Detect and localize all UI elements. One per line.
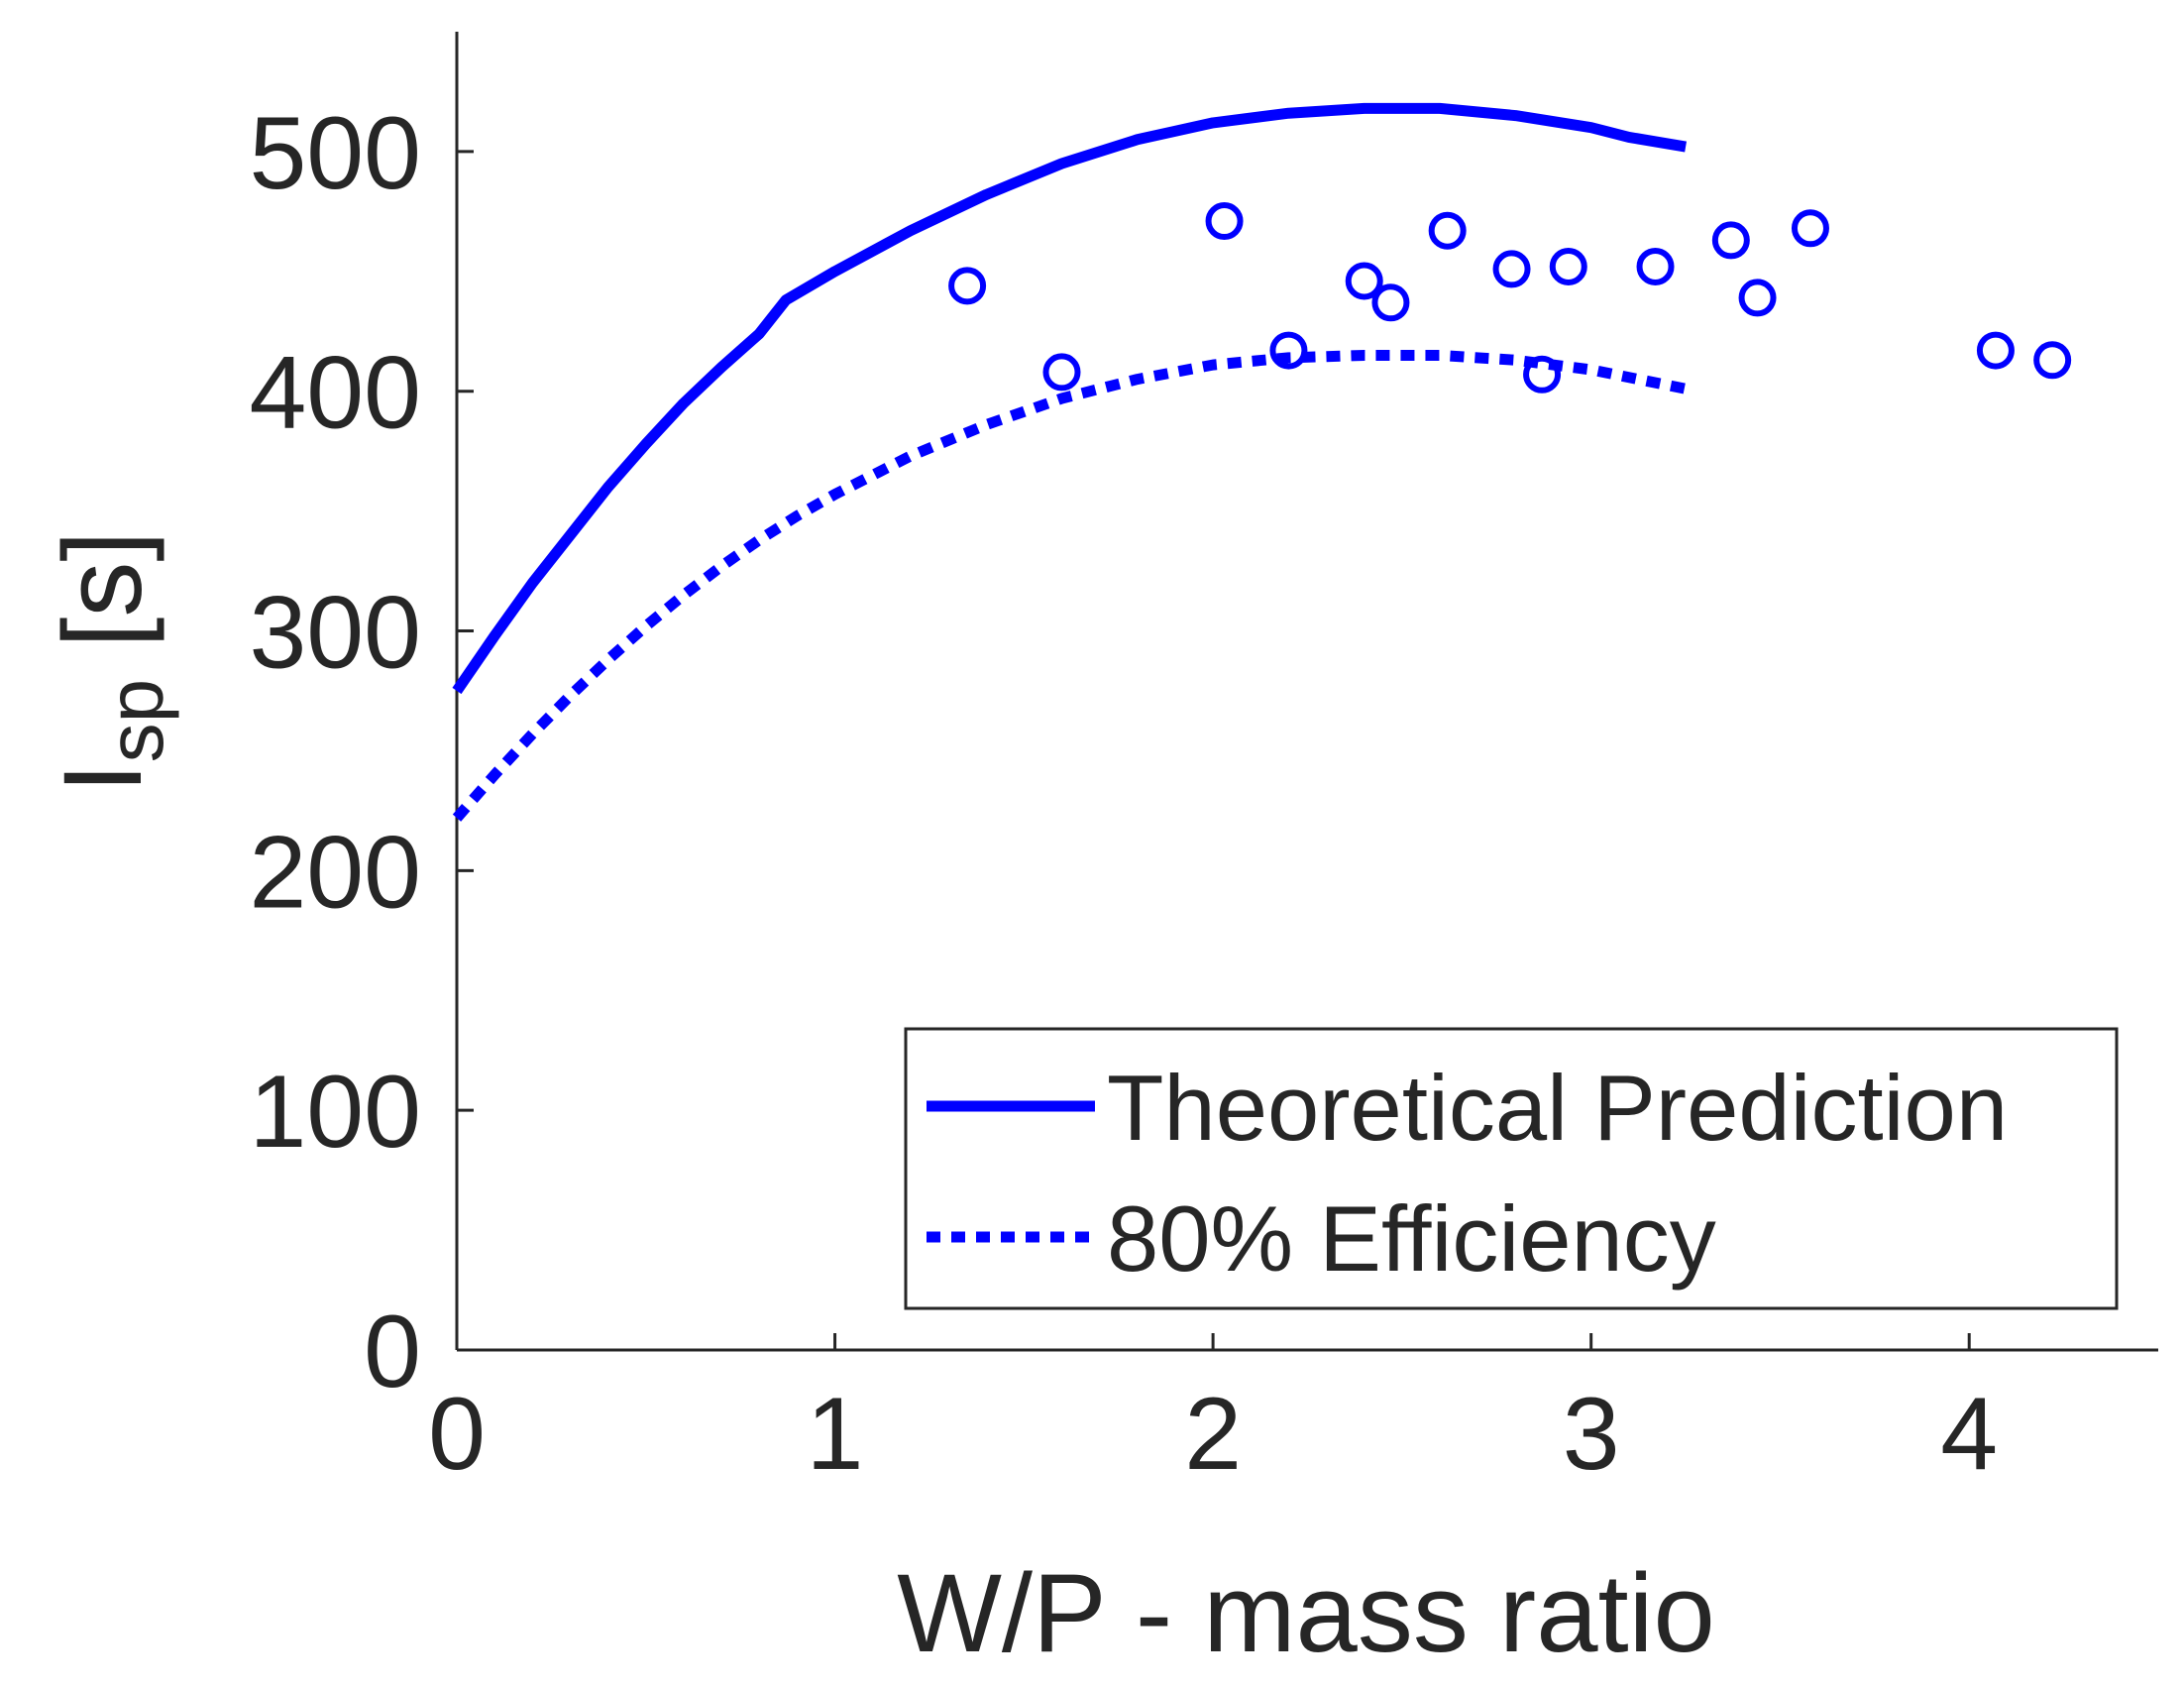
data-point	[1791, 209, 1829, 248]
data-point	[1549, 247, 1587, 285]
y-tick-label: 400	[249, 336, 421, 451]
legend-box	[904, 1027, 2119, 1310]
data-point	[1976, 331, 2015, 370]
x-tick-label: 0	[428, 1377, 486, 1492]
x-axis-label-text: W/P - mass ratio	[897, 1551, 1715, 1675]
x-tick-label: 3	[1563, 1377, 1620, 1492]
data-point	[1205, 202, 1244, 241]
legend: Theoretical Prediction 80% Efficiency	[904, 1027, 2119, 1310]
series-line-theoretical	[452, 102, 1688, 695]
y-axis-label-unit: [s]	[41, 531, 164, 648]
y-tick-label: 200	[249, 815, 421, 930]
x-tick-label: 4	[1940, 1377, 1998, 1492]
x-axis-label: W/P - mass ratio	[897, 1551, 1715, 1675]
data-point	[948, 267, 987, 305]
data-point	[1523, 355, 1562, 394]
y-tick-label: 0	[364, 1294, 421, 1409]
series-line-efficiency	[452, 350, 1688, 822]
data-point	[1711, 221, 1750, 260]
data-point	[1738, 279, 1777, 317]
y-tick-label: 100	[249, 1055, 421, 1170]
y-axis-label-main: I	[41, 762, 164, 793]
data-point	[1428, 211, 1467, 250]
data-point	[1492, 250, 1531, 288]
data-point	[1269, 331, 1308, 370]
y-tick-label: 300	[249, 576, 421, 691]
y-axis-label-sub: sp	[91, 679, 179, 763]
x-tick-label: 2	[1184, 1377, 1242, 1492]
y-axis-label-text: Isp [s]	[41, 531, 179, 794]
data-point	[1371, 283, 1410, 322]
y-axis-label: Isp [s]	[41, 531, 179, 794]
ticks: 0 1 2 3 4 0 100 200 300 400 500	[249, 96, 1998, 1492]
series-layer	[452, 102, 2072, 822]
y-axis-label-space	[41, 648, 164, 679]
legend-label-efficiency: 80% Efficiency	[1107, 1186, 1716, 1291]
data-point	[1636, 247, 1675, 285]
data-point	[1345, 262, 1383, 300]
x-tick-label: 1	[807, 1377, 864, 1492]
y-tick-label: 500	[249, 96, 421, 211]
data-point	[1042, 353, 1081, 392]
data-point	[2033, 341, 2072, 380]
legend-label-theoretical: Theoretical Prediction	[1107, 1056, 2008, 1160]
